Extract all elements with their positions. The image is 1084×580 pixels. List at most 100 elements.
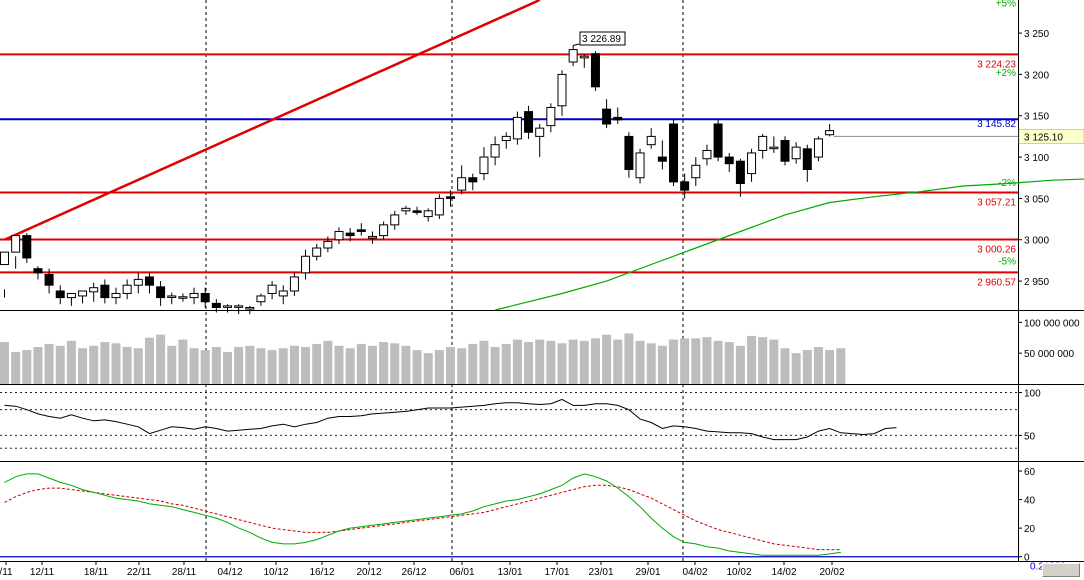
volume-bar <box>769 339 779 384</box>
candle-body <box>501 135 511 142</box>
candle-body <box>613 116 623 121</box>
current-price-box <box>1018 129 1084 144</box>
volume-bar <box>33 347 43 384</box>
candle-body <box>669 123 678 183</box>
osc2-tick-label: 0 <box>1024 553 1030 564</box>
volume-bar <box>646 343 656 384</box>
candle-body <box>624 135 634 170</box>
x-tick-label: 10/02 <box>726 567 751 578</box>
volume-bar <box>669 339 678 384</box>
candle-body <box>144 276 154 286</box>
trend-line <box>3 0 541 241</box>
volume-bar <box>379 342 389 384</box>
volume-bar <box>256 348 266 384</box>
level-label: 2 960.57 <box>977 277 1016 288</box>
candle-body <box>758 135 768 151</box>
candle-body <box>234 305 244 308</box>
volume-bar <box>390 343 400 384</box>
candle-body <box>345 232 355 237</box>
candle-body <box>702 149 712 160</box>
osc2-tick-label: 60 <box>1024 467 1036 478</box>
candle-body <box>133 278 143 286</box>
candle-body <box>813 138 823 158</box>
candle-body <box>724 156 734 165</box>
volume-bar <box>301 347 311 384</box>
volume-bar <box>156 334 166 384</box>
x-tick-label: 18/11 <box>84 567 109 578</box>
volume-bar <box>111 343 121 384</box>
volume-bar <box>278 348 288 384</box>
candle-body <box>457 177 467 191</box>
candle-body <box>256 295 266 303</box>
volume-bar <box>55 345 65 384</box>
volume-bar <box>713 340 723 384</box>
candle-body <box>468 177 478 183</box>
x-tick-label: 20/12 <box>356 567 381 578</box>
x-tick-label: 13/01 <box>497 567 522 578</box>
level-label: 3 224.23 <box>977 59 1016 70</box>
candle-body <box>747 152 757 175</box>
x-tick-label: 20/02 <box>819 567 844 578</box>
axis-panel <box>1019 0 1084 580</box>
volume-bar <box>468 343 478 384</box>
percent-label: +5% <box>996 0 1016 9</box>
x-tick-label: 23/01 <box>588 567 613 578</box>
x-tick-label: 10/12 <box>263 567 288 578</box>
volume-bar <box>423 353 433 384</box>
chart-scroll-handle[interactable] <box>1042 563 1080 577</box>
candle-body <box>245 307 255 310</box>
volume-bar <box>602 334 612 384</box>
candle-body <box>602 108 612 125</box>
volume-bar <box>479 340 489 384</box>
x-tick-label: 04/02 <box>682 567 707 578</box>
candle-body <box>66 292 76 299</box>
volume-bar <box>535 339 545 384</box>
candle-body <box>334 230 344 241</box>
candle-body <box>802 148 812 170</box>
candle-body <box>479 156 489 175</box>
candle-body <box>635 152 645 179</box>
osc2-tick-label: 40 <box>1024 496 1036 507</box>
candle-body <box>590 53 600 88</box>
price-tick-label: 3 100 <box>1024 153 1049 164</box>
candle-body <box>200 292 210 303</box>
moving-average-line <box>494 178 1084 311</box>
volume-bar <box>780 348 790 384</box>
candle-body <box>546 106 556 127</box>
volume-bar <box>635 340 645 384</box>
volume-bar <box>590 338 600 384</box>
volume-bar <box>22 350 32 384</box>
current-price-label: 3 125.10 <box>1024 132 1063 143</box>
volume-bar <box>412 350 422 384</box>
candle-body <box>278 290 288 297</box>
volume-bar <box>11 351 21 384</box>
volume-bar <box>189 348 199 384</box>
candle-body <box>524 111 534 133</box>
volume-bar <box>657 345 667 384</box>
percent-label: -2% <box>998 178 1016 189</box>
candle-body <box>100 284 110 299</box>
candle-body <box>379 224 389 237</box>
candle-body <box>122 284 132 294</box>
volume-bar <box>100 342 110 384</box>
osc2-main-line <box>4 473 841 556</box>
candle-body <box>680 181 690 191</box>
candle-body <box>691 164 701 179</box>
volume-bar <box>624 333 634 384</box>
percent-label: -5% <box>998 256 1016 267</box>
level-label: 3 057.21 <box>977 197 1016 208</box>
volume-bar <box>613 339 623 384</box>
osc2-tick-label: 20 <box>1024 524 1036 535</box>
level-label: 3 145.82 <box>977 119 1016 130</box>
volume-bar <box>178 339 188 384</box>
level-label: 3 000.26 <box>977 245 1016 256</box>
candle-body <box>178 296 188 299</box>
volume-tick-label: 100 000 000 <box>1024 318 1080 329</box>
volume-bar <box>557 343 567 384</box>
volume-bar <box>546 340 556 384</box>
candle-body <box>557 73 567 107</box>
volume-bar <box>234 347 244 384</box>
candle-body <box>89 287 99 293</box>
volume-bar <box>66 340 76 384</box>
high-annotation-label: 3 226.89 <box>582 34 621 45</box>
